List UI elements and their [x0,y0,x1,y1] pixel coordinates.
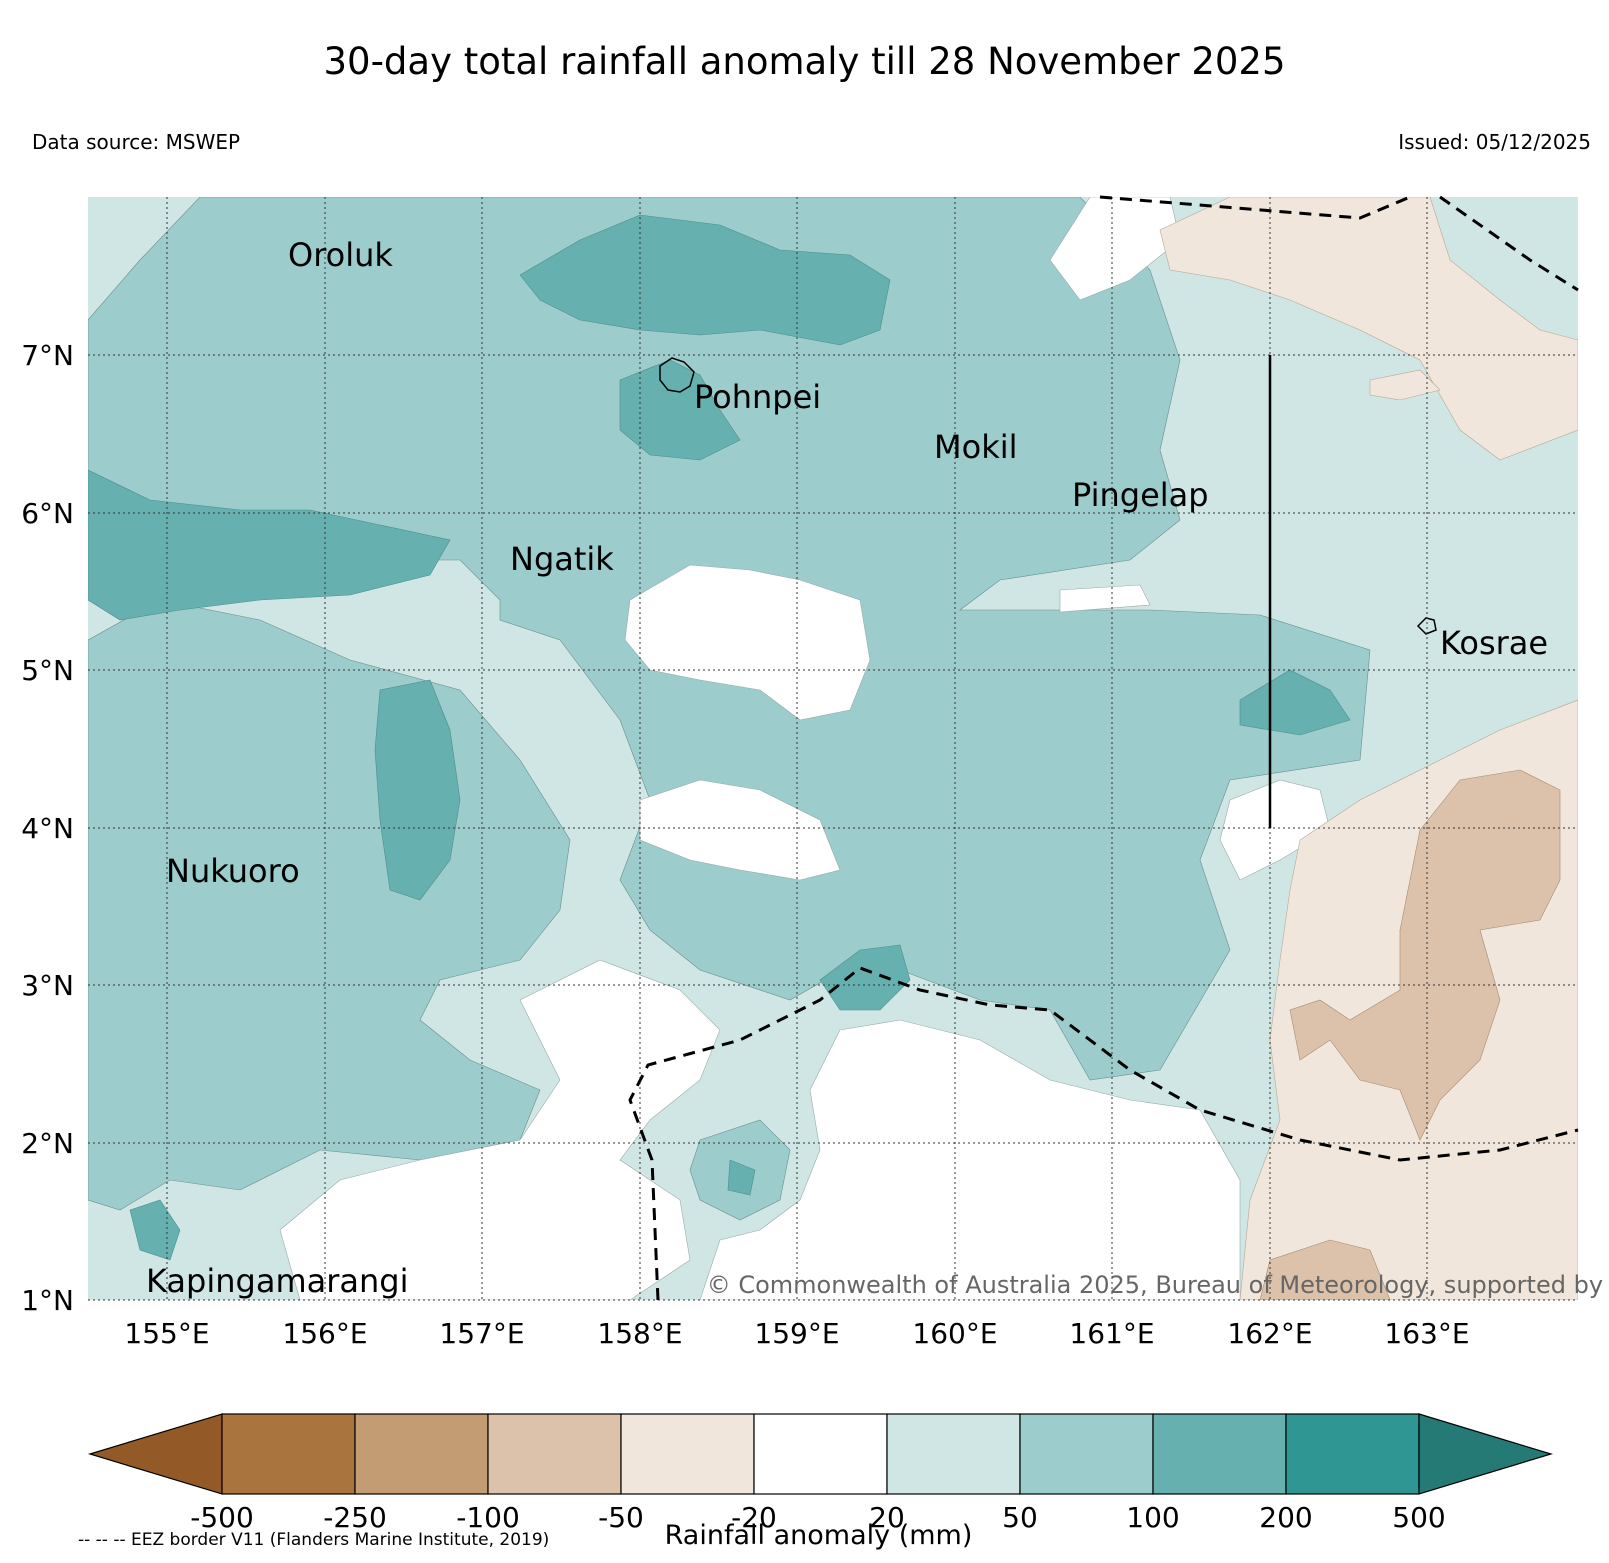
colorbar-extend-high [1418,1413,1554,1495]
place-label-pohnpei: Pohnpei [694,378,821,416]
colorbar-bin [620,1413,755,1495]
rainfall-anomaly-map: 155°E 156°E 157°E 158°E 159°E 160°E 161°… [21,195,1609,1350]
colorbar-tick-label: 50 [1002,1501,1038,1534]
anomaly-region-neutral [1049,197,1181,301]
anomaly-region-minus-20-50 [1159,197,1578,461]
colorbar-bin [1019,1413,1154,1495]
lon-tick-label: 155°E [124,1317,209,1350]
lon-tick-label: 158°E [597,1317,682,1350]
anomaly-region-minus-50-100 [1259,1239,1391,1300]
place-label-ngatik: Ngatik [510,540,614,578]
colorbar-tick-label: 200 [1259,1501,1312,1534]
lon-tick-label: 157°E [439,1317,524,1350]
colorbar-tick-label: -50 [598,1501,644,1534]
map-title: 30-day total rainfall anomaly till 28 No… [323,40,1286,83]
issued-date-label: Issued: 05/12/2025 [1398,130,1591,154]
data-source-label: Data source: MSWEP [32,130,241,154]
lon-tick-label: 160°E [912,1317,997,1350]
colorbar-bin [1285,1413,1420,1495]
lon-tick-label: 159°E [754,1317,839,1350]
colorbar-tick-label: -250 [323,1501,387,1534]
anomaly-region-neutral [699,1019,1241,1300]
anomaly-region-100-200 [374,679,461,901]
colorbar-tick-label: 500 [1392,1501,1445,1534]
colorbar-tick-label: -100 [456,1501,520,1534]
colorbar-bin [354,1413,489,1495]
anomaly-region-100-200 [619,359,741,461]
lat-tick-label: 3°N [21,969,74,1002]
colorbar-bin [221,1413,356,1495]
place-label-pingelap: Pingelap [1072,476,1209,514]
colorbar-tick-label: 100 [1126,1501,1179,1534]
anomaly-region-neutral [639,779,841,881]
lon-tick-label: 161°E [1069,1317,1154,1350]
pohnpei-island-outline [659,357,695,393]
anomaly-region-neutral [1059,584,1151,613]
colorbar-tick-label: -20 [731,1501,777,1534]
colorbar-label: Rainfall anomaly (mm) [664,1520,973,1551]
lat-tick-label: 6°N [21,497,74,530]
anomaly-field [88,197,1578,1300]
copyright-notice: © Commonwealth of Australia 2025, Bureau… [707,1271,1609,1299]
colorbar-bin [886,1413,1021,1495]
lat-tick-label: 2°N [21,1127,74,1160]
place-label-oroluk: Oroluk [288,236,393,274]
place-label-nukuoro: Nukuoro [166,852,300,890]
lon-tick-label: 163°E [1384,1317,1469,1350]
anomaly-region-100-200 [727,1159,756,1196]
lat-tick-label: 4°N [21,812,74,845]
eez-border-note: -- -- -- EEZ border V11 (Flanders Marine… [78,1530,550,1550]
kosrae-island-outline [1416,617,1437,635]
eez-borders [628,195,1579,1301]
colorbar-tick-label: -500 [190,1501,254,1534]
anomaly-region-minus-20-50 [1369,369,1441,401]
lat-tick-label: 7°N [21,339,74,372]
place-label-kosrae: Kosrae [1440,624,1548,662]
colorbar-extend-low [87,1413,223,1495]
gridlines [88,197,1578,1301]
colorbar-tick-label: 20 [869,1501,905,1534]
anomaly-region-neutral [279,959,721,1300]
place-label-mokil: Mokil [934,428,1018,466]
lat-tick-label: 5°N [21,654,74,687]
colorbar-bin [487,1413,622,1495]
anomaly-region-minus-50-100 [1289,769,1561,1141]
colorbar-bin [1152,1413,1287,1495]
anomaly-region-100-200 [88,469,451,621]
lon-tick-label: 162°E [1227,1317,1312,1350]
anomaly-region-100-200 [129,1199,181,1261]
place-label-kapingamarangi: Kapingamarangi [146,1262,408,1300]
anomaly-region-100-200 [819,944,911,1011]
lon-tick-label: 156°E [282,1317,367,1350]
colorbar-bin [753,1413,888,1495]
colorbar-segments [87,1413,1554,1495]
lat-tick-label: 1°N [21,1284,74,1317]
